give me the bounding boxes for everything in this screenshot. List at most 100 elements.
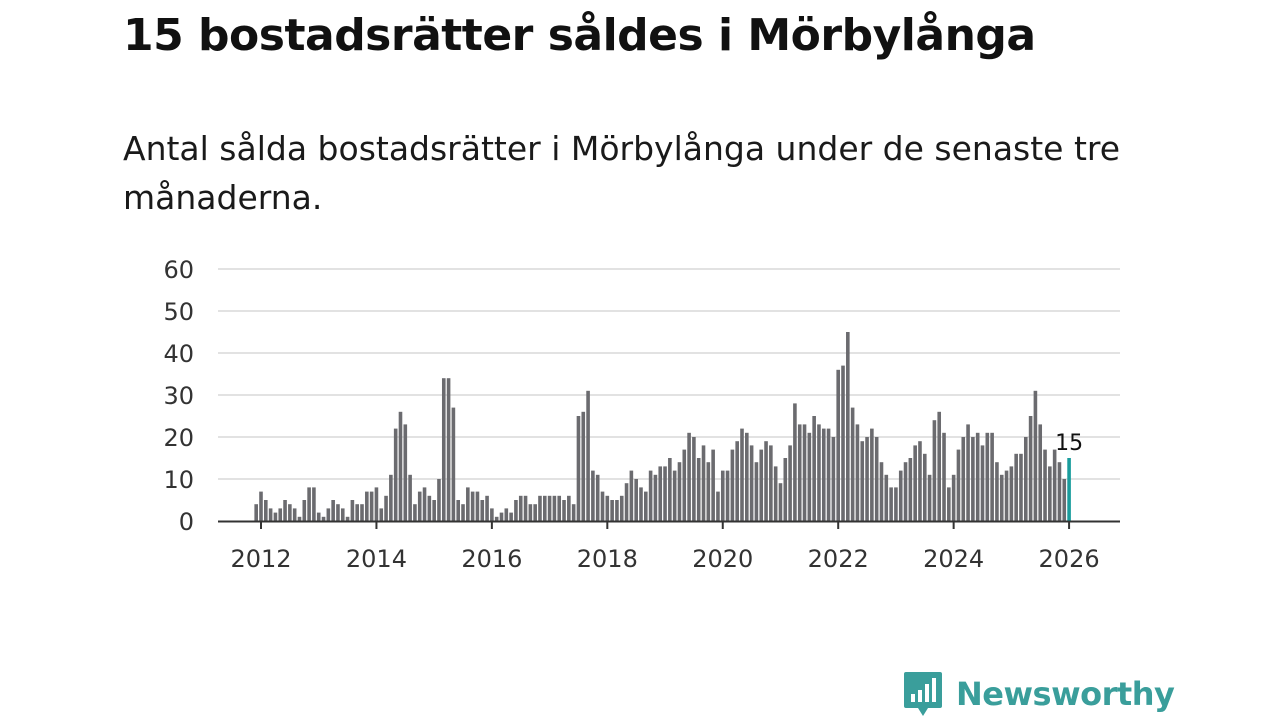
bar — [292, 508, 297, 521]
bar — [595, 474, 600, 521]
bar — [336, 504, 340, 521]
bar — [1019, 453, 1023, 521]
bar — [720, 470, 725, 521]
bar — [927, 474, 932, 521]
x-tick-label: 2014 — [346, 545, 407, 573]
y-axis-ticks: 0 10 20 30 40 50 60 — [163, 256, 194, 536]
y-tick-label: 40 — [163, 340, 194, 368]
bar — [932, 420, 937, 521]
bar — [624, 483, 629, 521]
bar — [648, 470, 653, 521]
y-tick-label: 0 — [179, 508, 194, 536]
bar — [749, 445, 754, 521]
bar — [908, 458, 913, 521]
bar — [567, 495, 571, 521]
bar — [634, 479, 638, 521]
bar — [951, 474, 956, 521]
x-axis-ticks: 2012 2014 2016 2018 2020 2022 2024 2026 — [230, 521, 1100, 573]
bar — [615, 500, 619, 521]
bar — [542, 495, 547, 521]
bar — [398, 411, 403, 521]
bar — [379, 508, 384, 521]
bar — [466, 487, 470, 521]
bar — [278, 508, 283, 521]
bar — [480, 500, 485, 521]
bar — [793, 403, 797, 521]
bar — [523, 495, 528, 521]
bar — [668, 458, 672, 521]
bar — [682, 449, 687, 521]
bar — [360, 504, 364, 521]
y-tick-label: 30 — [163, 382, 194, 410]
bar — [788, 445, 792, 521]
bar — [735, 441, 739, 521]
x-tick-label: 2020 — [692, 545, 753, 573]
bar — [903, 462, 908, 521]
bar — [889, 487, 893, 521]
bar — [403, 424, 408, 521]
bar — [499, 512, 504, 521]
bar — [494, 516, 499, 521]
bar — [350, 500, 355, 521]
bar — [677, 462, 682, 521]
bar — [432, 500, 436, 521]
bar — [490, 508, 494, 521]
y-tick-label: 10 — [163, 466, 194, 494]
bar — [961, 437, 966, 521]
bar — [711, 449, 715, 521]
bar — [514, 500, 518, 521]
bar — [1052, 449, 1057, 521]
bar — [918, 441, 922, 521]
bar — [591, 470, 595, 521]
bar — [841, 365, 845, 521]
bar — [321, 516, 326, 521]
bar — [581, 411, 586, 521]
bar — [980, 445, 985, 521]
bar — [975, 432, 980, 521]
y-tick-label: 60 — [163, 256, 194, 284]
bar — [389, 474, 393, 521]
bar — [1033, 390, 1038, 521]
bar — [273, 512, 278, 521]
bar — [826, 428, 831, 521]
bar — [817, 424, 821, 521]
bar — [340, 508, 345, 521]
gridlines — [218, 268, 1120, 480]
bar — [745, 432, 749, 521]
bar — [288, 504, 292, 521]
bar — [884, 474, 889, 521]
bar — [408, 474, 412, 521]
bar — [870, 428, 874, 521]
bar — [937, 411, 942, 521]
bar — [547, 495, 552, 521]
bar — [528, 504, 533, 521]
bar — [600, 491, 605, 521]
bar — [427, 495, 432, 521]
bar — [769, 445, 773, 521]
bar — [355, 504, 359, 521]
bar — [874, 437, 879, 521]
bar — [1062, 479, 1067, 521]
bar — [456, 500, 461, 521]
bar — [384, 495, 388, 521]
y-tick-label: 20 — [163, 424, 194, 452]
bar — [821, 428, 826, 521]
bar — [1048, 466, 1052, 521]
bar — [999, 474, 1004, 521]
bar — [268, 508, 273, 521]
bar — [369, 491, 374, 521]
bar — [504, 508, 509, 521]
bar — [740, 428, 744, 521]
bar — [898, 470, 903, 521]
bar — [759, 449, 764, 521]
bar — [326, 508, 331, 521]
bar — [1009, 466, 1014, 521]
bar — [374, 487, 379, 521]
bar — [441, 378, 446, 521]
bar — [783, 458, 788, 521]
bar — [283, 500, 287, 521]
bar — [619, 495, 624, 521]
x-tick-label: 2022 — [808, 545, 869, 573]
bar — [730, 449, 735, 521]
bar — [865, 437, 869, 521]
